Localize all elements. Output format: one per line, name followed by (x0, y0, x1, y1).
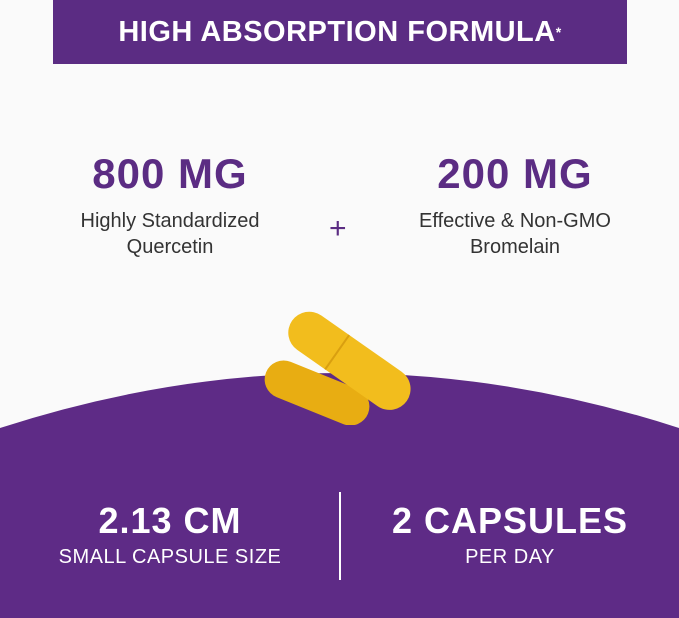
asterisk: * (555, 24, 562, 40)
bromelain-name: Bromelain (469, 236, 561, 258)
headline: HIGH ABSORPTION FORMULA (118, 15, 556, 48)
bromelain-desc: Effective & Non-GMO (419, 210, 611, 232)
divider (339, 492, 341, 580)
quercetin-stat: 800 MG Highly Standardized Quercetin (40, 150, 300, 260)
quercetin-amount: 800 MG (92, 150, 248, 197)
dosage: 2 CAPSULES PER DAY (360, 500, 660, 569)
capsules-image (264, 311, 411, 425)
capsule-size-value: 2.13 CM (98, 500, 242, 541)
capsule-size: 2.13 CM SMALL CAPSULE SIZE (20, 500, 320, 569)
quercetin-name: Quercetin (126, 236, 214, 258)
dosage-label: PER DAY (465, 546, 555, 568)
capsule-size-label: SMALL CAPSULE SIZE (58, 546, 282, 568)
quercetin-desc: Highly Standardized (80, 210, 260, 232)
bromelain-stat: 200 MG Effective & Non-GMO Bromelain (385, 150, 645, 260)
headline-banner: HIGH ABSORPTION FORMULA * (53, 0, 627, 64)
bromelain-amount: 200 MG (437, 150, 593, 197)
dosage-value: 2 CAPSULES (391, 500, 629, 541)
plus-sign: + (329, 212, 347, 245)
